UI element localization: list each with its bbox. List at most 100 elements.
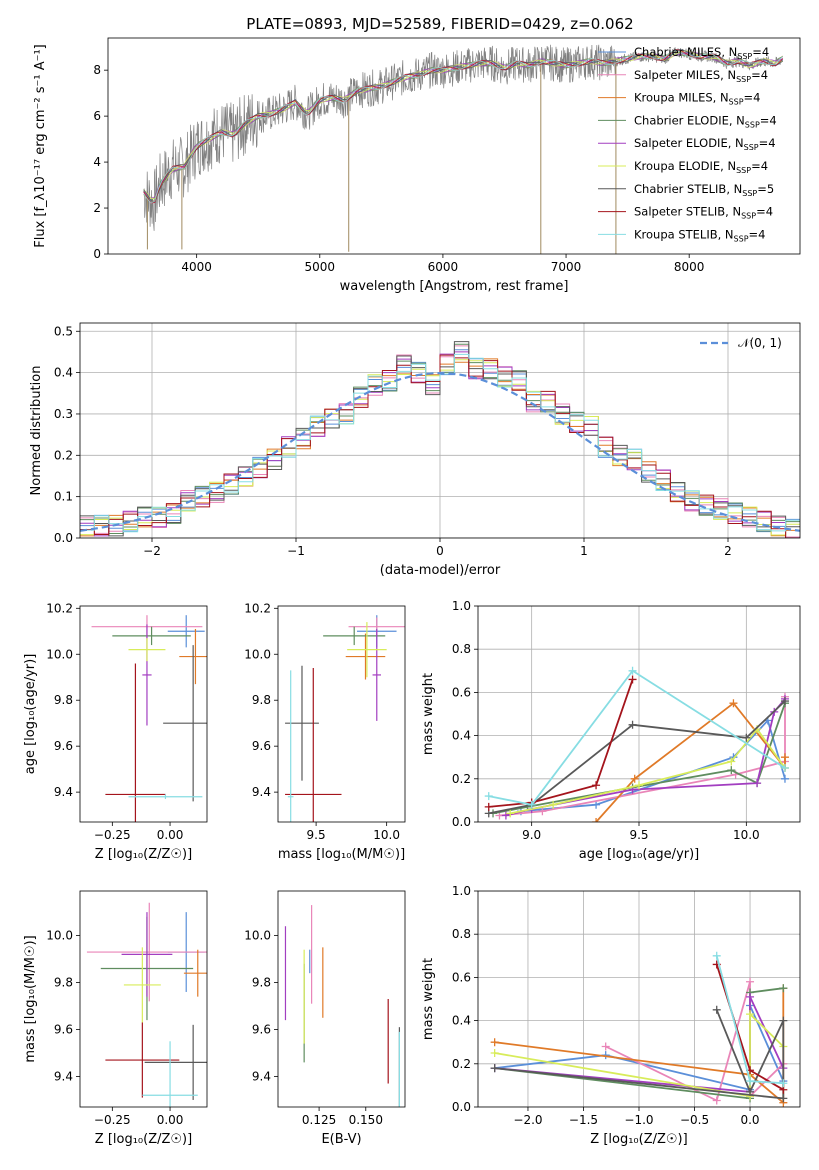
x-tick-label: −1.0 (624, 1113, 653, 1127)
legend-label-salpeter_stelib: Salpeter STELIB, NSSP=4 (634, 205, 773, 221)
y-tick-label: 9.4 (252, 1069, 271, 1083)
y-tick-label: 1.0 (452, 884, 471, 898)
y-tick-label: 0.1 (54, 490, 73, 504)
x-tick-label: 0.150 (349, 1113, 383, 1127)
y-tick-label: 0.2 (54, 448, 73, 462)
y-tick-label: 0.4 (452, 1014, 471, 1028)
y-tick-label: 10.2 (46, 601, 73, 615)
y-tick-label: 9.4 (54, 785, 73, 799)
x-axis-label: (data-model)/error (380, 563, 501, 578)
weight-marker-chabrier_miles (592, 800, 601, 809)
panel-spectrum: 4000 5000 6000 7000 8000 0 2 4 6 8 wavelength [Ang… (33, 37, 801, 294)
weight-marker-chabrier_elodie (779, 984, 788, 993)
x-tick-label: 9.5 (629, 828, 648, 842)
y-axis-label: mass [log₁₀(M/M☉)] (23, 935, 38, 1062)
weight-line-kroupa_stelib (488, 669, 786, 806)
weight-marker-kroupa_miles (630, 774, 639, 783)
axes-frame (277, 890, 406, 1108)
x-axis-label: E(B-V) (321, 1132, 361, 1147)
errorbar-point-chabrier_stelib (144, 1024, 207, 1100)
axes-frame (477, 890, 801, 1108)
y-tick-label: 0.3 (54, 407, 73, 421)
model-salpeter_stelib-line (143, 49, 784, 204)
x-axis-label: Z [log₁₀(Z/Z☉)] (590, 1132, 687, 1147)
y-tick-label: 10.0 (244, 929, 271, 943)
x-tick-label: 2 (724, 544, 732, 558)
plot-area (91, 615, 207, 822)
weight-marker-kroupa_stelib (628, 666, 637, 675)
y-tick-label: 0.5 (54, 324, 73, 338)
x-axis-label: Z [log₁₀(Z/Z☉)] (95, 847, 192, 862)
weight-marker-salpeter_elodie (746, 992, 755, 1001)
weight-marker-chabrier_stelib (742, 733, 751, 742)
weight-marker-chabrier_stelib (780, 697, 789, 706)
x-tick-label: 0.00 (157, 1113, 184, 1127)
y-tick-label: 9.8 (54, 976, 73, 990)
y-axis-label: Normed distribution (29, 366, 44, 496)
errorbar-point-kroupa_stelib (287, 670, 294, 822)
weight-marker-kroupa_miles (592, 818, 601, 822)
axes-frame (277, 605, 406, 823)
y-tick-label: 9.6 (252, 1023, 271, 1037)
errorbar-point-kroupa_elodie (123, 947, 161, 1023)
axes-frame (477, 605, 801, 823)
weight-line-chabrier_stelib (488, 700, 786, 815)
y-tick-label: 0.0 (452, 815, 471, 829)
errorbar-point-chabrier_stelib (163, 645, 207, 802)
y-tick-label: 9.4 (252, 785, 271, 799)
errorbar-point-kroupa_elodie (128, 638, 166, 662)
y-tick-label: 9.6 (54, 1023, 73, 1037)
y-tick-label: 9.8 (252, 976, 271, 990)
weight-marker-salpeter_miles (601, 1042, 610, 1051)
weight-marker-salpeter_stelib (628, 675, 637, 684)
plot-area (86, 902, 207, 1107)
plot-area (143, 44, 784, 254)
y-tick-label: 1.0 (452, 599, 471, 613)
axes-frame (79, 890, 208, 1108)
y-tick-label: 0.2 (452, 1057, 471, 1071)
y-tick-label: 0.6 (452, 970, 471, 984)
panel-age_vs_Z: −0.25 0.00 9.4 9.6 9.8 10.0 10.2 Z [log₁₀(Z/Z☉)… (23, 601, 208, 862)
weight-marker-chabrier_stelib (628, 720, 637, 729)
x-tick-label: 9.5 (307, 828, 326, 842)
weight-marker-kroupa_elodie (635, 781, 643, 790)
panel-weight_vs_Z: −2.0 −1.5 −1.0 −0.5 0.0 0.0 0.2 0.4 0.6 0.8 1.0 Z [… (421, 884, 801, 1147)
y-tick-label: 9.6 (54, 739, 73, 753)
panel-mass_vs_Z: −0.25 0.00 9.4 9.6 9.8 10.0 Z [log₁₀(Z/Z☉)] mas… (23, 890, 208, 1147)
y-tick-label: 0 (93, 247, 101, 261)
plot-area (478, 606, 800, 822)
y-tick-label: 9.8 (54, 693, 73, 707)
weight-marker-kroupa_elodie (727, 757, 736, 766)
x-tick-label: 5000 (305, 260, 336, 274)
weight-line-kroupa_elodie (494, 1011, 784, 1098)
weight-marker-salpeter_stelib (484, 802, 493, 811)
errorbar-point-chabrier_miles (167, 615, 205, 648)
y-tick-label: 0.0 (452, 1100, 471, 1114)
weight-line-kroupa_miles (595, 701, 786, 822)
axes-frame (79, 605, 208, 823)
x-tick-label: 9.0 (522, 828, 541, 842)
y-tick-label: 0.8 (452, 642, 471, 656)
y-tick-label: 0.4 (452, 729, 471, 743)
weight-marker-salpeter_elodie (501, 811, 510, 820)
axes-frame (79, 322, 801, 539)
histogram-kroupa_stelib (80, 353, 800, 533)
x-tick-label: 10.0 (733, 828, 760, 842)
x-axis-label: mass [log₁₀(M/M☉)] (278, 847, 405, 862)
legend-label-salpeter_elodie: Salpeter ELODIE, NSSP=4 (634, 136, 776, 152)
plot-area (80, 323, 800, 538)
weight-line-chabrier_elodie (492, 702, 786, 815)
x-tick-label: −0.5 (680, 1113, 709, 1127)
figure-title: PLATE=0893, MJD=52589, FIBERID=0429, z=0… (246, 15, 633, 33)
weight-marker-kroupa_stelib (527, 800, 536, 809)
errorbar-point-chabrier_elodie (323, 626, 386, 646)
x-axis-label: wavelength [Angstrom, rest frame] (340, 279, 569, 294)
errorbar-point-salpeter_stelib (105, 1022, 180, 1098)
x-tick-label: −1.5 (569, 1113, 598, 1127)
weight-marker-kroupa_elodie (549, 800, 558, 809)
x-axis-label: Z [log₁₀(Z/Z☉)] (95, 1132, 192, 1147)
spectrum-legend: Chabrier MILES, NSSP=4 Salpeter MILES, NS… (598, 45, 777, 243)
model-salpeter_elodie-line (143, 51, 783, 199)
panel-weight_vs_age: 9.0 9.5 10.0 0.0 0.2 0.4 0.6 0.8 1.0 age [log₁₀(a… (421, 599, 801, 862)
weight-marker-salpeter_miles (746, 977, 755, 986)
